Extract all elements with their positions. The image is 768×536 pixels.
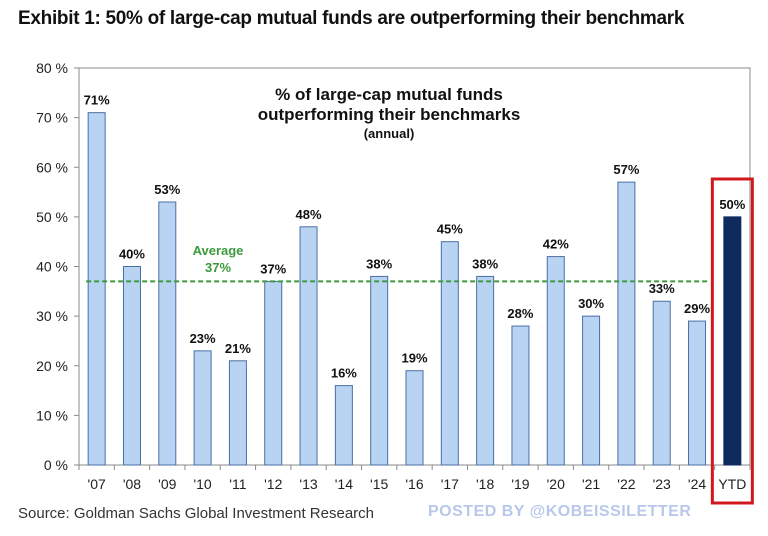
y-axis: 0 % 10 % 20 % 30 % 40 % 50 % 60 % 70 % 80 % [36, 60, 79, 473]
bar-value-label: 38% [366, 256, 392, 271]
chart-title: % of large-cap mutual funds [275, 85, 503, 104]
y-tick-label: 10 % [36, 407, 68, 423]
x-tick-label: '14 [335, 476, 353, 492]
bar-value-label: 50% [719, 197, 745, 212]
x-tick-label: '20 [547, 476, 565, 492]
bar-value-label: 57% [613, 162, 639, 177]
average-annotation: Average 37% [86, 243, 708, 283]
bar [370, 275, 389, 466]
x-tick-label: '15 [370, 476, 388, 492]
y-tick-label: 0 % [44, 457, 68, 473]
x-tick-label: '23 [653, 476, 671, 492]
bar-value-label: 23% [190, 331, 216, 346]
bar [440, 241, 459, 466]
x-tick-label: '10 [193, 476, 211, 492]
bar-value-label: 53% [154, 182, 180, 197]
average-label: Average [193, 243, 244, 258]
bar-value-label: 28% [507, 306, 533, 321]
x-tick-label: '07 [88, 476, 106, 492]
watermark: POSTED BY @KOBEISSILETTER [428, 503, 692, 520]
bar-value-label: 30% [578, 296, 604, 311]
x-tick-label: YTD [718, 476, 746, 492]
x-tick-label: '12 [264, 476, 282, 492]
x-tick-label: '09 [158, 476, 176, 492]
x-tick-label: '13 [299, 476, 317, 492]
x-tick-label: '08 [123, 476, 141, 492]
ytd-highlight-box [710, 177, 754, 505]
bar-value-label: 45% [437, 222, 463, 237]
bar [617, 181, 636, 466]
bar-series: 71% 40% 53% 23% 21% 37% 48% 16% 38% 19% 45% 38% 28% 4… [84, 93, 746, 466]
x-tick-label: '16 [405, 476, 423, 492]
x-axis: '07 '08 '09 '10 '11 '12 '13 '14 '15 '16 '17 '18 '19 '… [78, 465, 751, 492]
bar [193, 350, 212, 466]
bar-value-label: 71% [84, 93, 110, 108]
bar-value-label: 48% [296, 207, 322, 222]
bar [723, 216, 742, 466]
bar [582, 315, 601, 466]
bar [158, 201, 177, 466]
y-tick-label: 20 % [36, 358, 68, 374]
bar [122, 266, 141, 466]
y-tick-label: 70 % [36, 110, 68, 126]
ytd-highlight [710, 177, 754, 505]
bar [228, 360, 247, 466]
bar-value-label: 42% [543, 237, 569, 252]
bar-value-label: 29% [684, 301, 710, 316]
bar-value-label: 38% [472, 256, 498, 271]
bar [511, 325, 530, 466]
y-tick-label: 50 % [36, 209, 68, 225]
bar [652, 300, 671, 466]
x-tick-label: '19 [511, 476, 529, 492]
x-tick-label: '21 [582, 476, 600, 492]
bar-value-label: 16% [331, 366, 357, 381]
bar-value-label: 40% [119, 247, 145, 262]
bar [87, 112, 106, 466]
exhibit-title: Exhibit 1: 50% of large-cap mutual funds… [18, 8, 685, 29]
y-tick-label: 40 % [36, 259, 68, 275]
average-value-label: 37% [205, 260, 231, 275]
bar [334, 385, 353, 466]
bar [688, 320, 707, 466]
bar-value-label: 37% [260, 261, 286, 276]
chart-title-line2: outperforming their benchmarks [258, 105, 521, 124]
chart-subtitle: (annual) [364, 126, 415, 141]
x-tick-label: '17 [441, 476, 459, 492]
y-tick-label: 30 % [36, 308, 68, 324]
bar [405, 370, 424, 466]
x-tick-label: '22 [617, 476, 635, 492]
bar [546, 256, 565, 466]
bar [264, 280, 283, 466]
x-tick-label: '24 [688, 476, 706, 492]
x-tick-label: '11 [229, 476, 246, 492]
y-tick-label: 60 % [36, 159, 68, 175]
bar-value-label: 33% [649, 281, 675, 296]
bar [299, 226, 318, 466]
x-tick-label: '18 [476, 476, 494, 492]
y-tick-label: 80 % [36, 60, 68, 76]
source-note: Source: Goldman Sachs Global Investment … [18, 505, 375, 522]
bar-value-label: 21% [225, 341, 251, 356]
bar-value-label: 19% [401, 351, 427, 366]
bar [476, 275, 495, 466]
